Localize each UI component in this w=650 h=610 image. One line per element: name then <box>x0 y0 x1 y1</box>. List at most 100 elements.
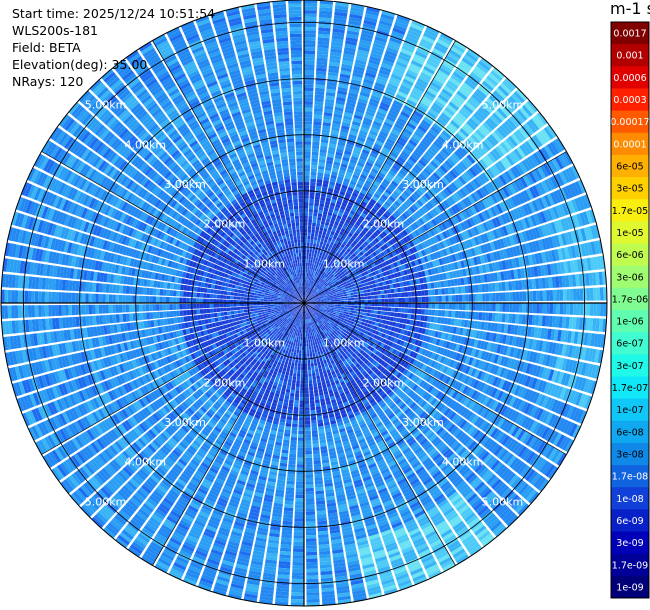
ray-bin <box>316 280 320 284</box>
ray-bin <box>380 290 385 295</box>
ray-bin <box>403 286 408 292</box>
ray-bin <box>396 317 401 323</box>
ray-bin <box>337 258 342 263</box>
ray-bin <box>444 287 449 295</box>
ray-bin <box>349 255 354 260</box>
ray-bin <box>373 214 380 220</box>
ray-bin <box>330 230 335 236</box>
ray-bin <box>307 262 310 267</box>
ray-bin <box>355 142 363 149</box>
ray-bin <box>320 142 328 147</box>
ray-bin <box>353 146 362 152</box>
ray-bin <box>457 130 467 140</box>
ray-bin <box>304 293 306 297</box>
ray-bin <box>478 284 483 293</box>
ray-bin <box>450 137 460 147</box>
ray-bin <box>316 182 322 187</box>
ray-bin <box>353 294 358 298</box>
ray-bin <box>384 201 391 208</box>
ray-bin <box>344 255 349 260</box>
ray-bin <box>360 189 367 195</box>
ray-bin <box>427 57 440 66</box>
ray-bin <box>429 54 442 63</box>
ray-bin <box>310 293 314 296</box>
ray-bin <box>369 284 373 289</box>
ray-bin <box>465 294 469 302</box>
ray-bin <box>373 314 378 318</box>
ray-bin <box>482 122 493 133</box>
ray-bin <box>309 273 312 277</box>
ray-bin <box>393 177 401 185</box>
ray-bin <box>416 145 426 153</box>
ray-bin <box>444 160 453 169</box>
ray-bin <box>369 227 375 234</box>
ray-bin <box>313 282 316 286</box>
ray-bin <box>512 291 517 302</box>
ray-bin <box>494 282 499 292</box>
ray-bin <box>465 51 479 62</box>
ray-bin <box>331 198 337 204</box>
ray-bin <box>351 300 355 303</box>
ray-bin <box>418 142 428 151</box>
ray-bin <box>437 167 446 176</box>
ray-bin <box>313 271 316 275</box>
ray-bin <box>420 98 431 108</box>
ray-bin <box>332 272 337 276</box>
ray-bin <box>388 135 397 142</box>
ray-bin <box>552 289 557 301</box>
ray-bin <box>539 290 543 301</box>
ray-bin <box>319 155 326 160</box>
ray-bin <box>381 98 392 106</box>
ray-bin <box>337 249 342 254</box>
ray-bin <box>344 305 348 308</box>
ray-bin <box>304 13 317 18</box>
ray-bin <box>362 81 373 88</box>
ray-bin <box>379 66 392 73</box>
ray-bin <box>335 103 345 109</box>
ray-bin <box>373 204 380 211</box>
ray-bin <box>347 298 351 301</box>
ray-bin <box>437 288 442 295</box>
ray-bin <box>344 250 349 256</box>
ray-bin <box>340 187 347 193</box>
ray-bin <box>337 263 342 267</box>
ray-bin <box>325 258 329 262</box>
ray-bin <box>311 293 314 297</box>
ray-bin <box>318 30 331 35</box>
ray-bin <box>451 287 456 294</box>
ray-bin <box>383 191 390 198</box>
ray-bin <box>355 59 367 66</box>
ray-bin <box>397 307 402 313</box>
ray-bin <box>435 138 445 147</box>
ray-bin <box>361 170 369 177</box>
ray-bin <box>347 95 358 101</box>
ray-bin <box>371 207 378 214</box>
ray-bin <box>414 50 428 59</box>
ray-bin <box>329 181 336 186</box>
ray-bin <box>368 101 379 108</box>
ray-bin <box>462 294 466 302</box>
ray-bin <box>322 122 331 127</box>
ray-bin <box>310 168 317 173</box>
ray-bin <box>327 263 332 268</box>
ray-bin <box>356 183 363 189</box>
ray-bin <box>342 56 354 63</box>
ray-bin <box>364 296 368 300</box>
ray-bin <box>505 313 510 323</box>
ray-bin <box>324 304 328 306</box>
ray-bin <box>327 300 331 302</box>
ray-bin <box>391 307 395 312</box>
ray-bin <box>395 93 407 102</box>
ray-bin <box>403 128 413 136</box>
ray-bin <box>422 153 432 162</box>
ray-bin <box>475 110 486 121</box>
ray-bin <box>414 164 423 172</box>
ray-bin <box>417 125 428 134</box>
ray-bin <box>380 215 387 222</box>
ray-bin <box>377 156 386 163</box>
ray-bin <box>473 91 485 102</box>
ray-bin <box>357 101 367 108</box>
ray-bin <box>412 57 425 65</box>
ray-bin <box>482 293 486 302</box>
ray-bin <box>546 303 550 314</box>
